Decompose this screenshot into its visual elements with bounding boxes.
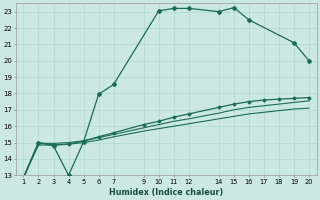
X-axis label: Humidex (Indice chaleur): Humidex (Indice chaleur) bbox=[109, 188, 223, 197]
